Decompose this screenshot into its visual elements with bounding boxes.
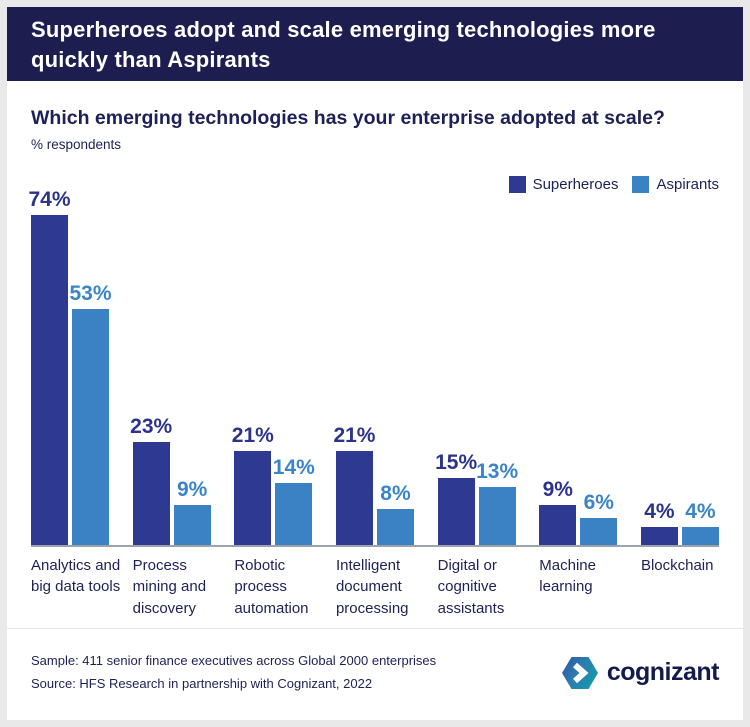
header-banner: Superheroes adopt and scale emerging tec… [7,7,743,81]
bar-value-label: 13% [476,460,519,483]
chart-group-7: 4% 4% Blockchain [640,194,719,574]
category-label: Digital or cognitive assistants [437,557,505,617]
chart-group-5: 15% 13% Digital or cognitive assistants [435,194,518,617]
aspirants-swatch-icon [632,175,650,193]
sample-note: Sample: 411 senior finance executives ac… [31,652,437,668]
chart-group-6: 9% 6% Machine learning [539,194,618,595]
bar-superheroes-7: 4% [640,500,678,545]
legend-item-superheroes: Superheroes [508,175,619,193]
page-title-line-1: Superheroes adopt and scale emerging tec… [31,17,656,42]
bar-aspirants-4: 8% [376,482,414,545]
cognizant-hexagon-icon [561,656,598,689]
bar-aspirants-6: 6% [580,491,618,545]
bar-value-label: 9% [176,478,208,501]
bar-value-label: 8% [380,482,411,505]
category-label: Process mining and discovery [132,557,207,617]
footer-notes: Sample: 411 senior finance executives ac… [31,650,436,696]
bar-value-label: 4% [685,500,716,523]
chart-group-2: 23% 9% Process mining and discovery [130,194,211,617]
superheroes-swatch-icon [508,175,526,193]
legend-label-aspirants: Aspirants [656,175,719,193]
footer: Sample: 411 senior finance executives ac… [7,629,743,720]
grouped-bar-chart: 74% 53% Analytics and big data tools 23% 9% Pr… [28,188,719,617]
bar-value-label: 9% [542,478,573,501]
bar-aspirants-7: 4% [681,500,719,545]
cognizant-wordmark: cognizant [606,658,720,686]
infographic-card: Superheroes adopt and scale emerging tec… [7,7,743,720]
chart-section: Which emerging technologies has your ent… [7,81,743,628]
bar-superheroes-5: 15% [435,451,477,545]
category-label: Machine learning [539,557,596,596]
chart-legend: Superheroes Aspirants [31,174,719,194]
bar-value-label: 21% [231,424,274,447]
source-note: Source: HFS Research in partnership with… [31,675,373,691]
chart-question: Which emerging technologies has your ent… [31,107,665,129]
chart-subtitle: % respondents [31,137,122,152]
bar-value-label: 4% [644,500,675,523]
category-label: Intelligent document processing [335,557,409,617]
bar-superheroes-4: 21% [333,424,375,545]
cognizant-logo: cognizant [561,655,720,691]
bar-value-label: 21% [333,424,376,447]
page-title-line-2: quickly than Aspirants [31,47,271,72]
bar-superheroes-3: 21% [232,424,274,545]
category-label: Analytics and big data tools [31,557,121,596]
bar-value-label: 74% [28,188,71,211]
bar-aspirants-5: 13% [476,460,518,545]
bar-value-label: 6% [583,491,614,514]
bar-aspirants-3: 14% [273,456,315,545]
bar-superheroes-2: 23% [130,415,172,545]
bar-value-label: 23% [130,415,173,438]
bar-aspirants-2: 9% [173,478,211,545]
footer-divider [7,628,743,629]
bar-superheroes-6: 9% [539,478,577,545]
bar-aspirants-1: 53% [69,282,112,545]
bar-value-label: 14% [272,456,315,479]
chart-group-1: 74% 53% Analytics and big data tools [28,188,120,595]
category-label: Blockchain [640,557,714,574]
legend-item-aspirants: Aspirants [632,175,719,193]
bar-value-label: 53% [69,282,112,305]
chart-group-4: 21% 8% Intelligent document processing [333,194,414,617]
bar-superheroes-1: 74% [28,188,71,545]
legend-label-superheroes: Superheroes [532,175,619,193]
category-label: Robotic process automation [234,557,309,617]
chart-group-3: 21% 14% Robotic process automation [232,194,315,617]
x-axis-line [31,545,719,547]
bar-value-label: 15% [435,451,478,474]
